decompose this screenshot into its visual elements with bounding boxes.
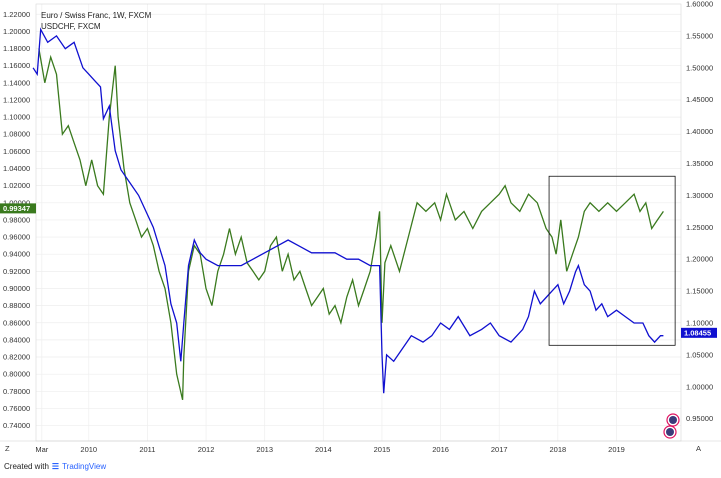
left-tick-label: 0.80000 bbox=[3, 370, 30, 379]
x-tick-label: 2014 bbox=[315, 445, 332, 454]
left-tick-label: 0.84000 bbox=[3, 335, 30, 344]
right-tick-label: 1.60000 bbox=[686, 0, 713, 9]
left-tick-label: 0.76000 bbox=[3, 404, 30, 413]
x-tick-label: 2016 bbox=[432, 445, 449, 454]
chart-subtitle: USDCHF, FXCM bbox=[41, 22, 101, 31]
left-tick-label: 1.08000 bbox=[3, 130, 30, 139]
tradingview-logo-icon: ☰ bbox=[51, 462, 60, 471]
vertical-gridlines bbox=[41, 4, 617, 441]
last-value-badge-left: 0.99347 bbox=[0, 203, 36, 214]
chart-control-icon-1[interactable] bbox=[666, 413, 680, 427]
left-tick-label: 0.82000 bbox=[3, 353, 30, 362]
plot-frame bbox=[35, 3, 682, 442]
zoom-corner-button[interactable]: Z bbox=[5, 444, 10, 453]
right-tick-label: 1.55000 bbox=[686, 31, 713, 40]
left-price-scale[interactable]: 1.22000 1.20000 1.18000 1.16000 1.14000 1.120… bbox=[3, 10, 30, 430]
right-tick-label: 1.05000 bbox=[686, 350, 713, 359]
right-tick-label: 1.25000 bbox=[686, 223, 713, 232]
left-tick-label: 1.20000 bbox=[3, 27, 30, 36]
right-tick-label: 1.40000 bbox=[686, 127, 713, 136]
right-tick-label: 1.00000 bbox=[686, 382, 713, 391]
left-tick-label: 1.06000 bbox=[3, 147, 30, 156]
chart-control-icon-2[interactable] bbox=[663, 425, 677, 439]
x-tick-label: 2015 bbox=[374, 445, 391, 454]
right-tick-label: 0.95000 bbox=[686, 414, 713, 423]
x-tick-label: 2019 bbox=[608, 445, 625, 454]
left-tick-label: 1.14000 bbox=[3, 78, 30, 87]
left-tick-label: 0.74000 bbox=[3, 421, 30, 430]
annotation-rectangle[interactable] bbox=[548, 175, 676, 346]
left-tick-label: 0.88000 bbox=[3, 301, 30, 310]
series-line-usdchf[interactable] bbox=[32, 27, 664, 394]
left-tick-label: 0.92000 bbox=[3, 267, 30, 276]
footer-credit: Created with ☰ TradingView bbox=[4, 462, 106, 471]
left-tick-label: 1.04000 bbox=[3, 164, 30, 173]
left-tick-label: 0.94000 bbox=[3, 250, 30, 259]
left-tick-label: 0.96000 bbox=[3, 233, 30, 242]
x-tick-label: 2012 bbox=[198, 445, 215, 454]
created-with-label: Created with bbox=[4, 462, 49, 471]
left-tick-label: 0.78000 bbox=[3, 387, 30, 396]
right-tick-label: 1.35000 bbox=[686, 159, 713, 168]
x-tick-label: 2011 bbox=[139, 445, 155, 454]
x-tick-label: Mar bbox=[35, 445, 48, 454]
x-tick-label: 2013 bbox=[256, 445, 273, 454]
x-tick-label: 2010 bbox=[80, 445, 97, 454]
right-tick-label: 1.30000 bbox=[686, 191, 713, 200]
right-tick-label: 1.20000 bbox=[686, 255, 713, 264]
x-tick-label: 2018 bbox=[550, 445, 567, 454]
time-scale[interactable]: Mar 2010 2011 2012 2013 2014 2015 2016 2017 2018 2… bbox=[35, 445, 624, 454]
tradingview-brand-link[interactable]: TradingView bbox=[62, 462, 107, 471]
series-line-eurchf[interactable] bbox=[38, 48, 664, 401]
left-tick-label: 0.98000 bbox=[3, 215, 30, 224]
left-tick-label: 1.22000 bbox=[3, 10, 30, 19]
left-tick-label: 0.86000 bbox=[3, 318, 30, 327]
left-tick-label: 0.90000 bbox=[3, 284, 30, 293]
last-value-right: 1.08455 bbox=[684, 329, 711, 338]
right-tick-label: 1.45000 bbox=[686, 95, 713, 104]
chart-title: Euro / Swiss Franc, 1W, FXCM bbox=[41, 11, 152, 20]
last-value-left: 0.99347 bbox=[3, 204, 30, 213]
right-tick-label: 1.50000 bbox=[686, 63, 713, 72]
auto-scale-button[interactable]: A bbox=[696, 444, 701, 453]
right-price-scale[interactable]: 1.60000 1.55000 1.50000 1.45000 1.40000 1.350… bbox=[686, 0, 713, 423]
x-tick-label: 2017 bbox=[491, 445, 508, 454]
right-tick-label: 1.15000 bbox=[686, 287, 713, 296]
left-tick-label: 1.12000 bbox=[3, 95, 30, 104]
left-tick-label: 1.00000 bbox=[3, 198, 30, 207]
left-tick-label: 1.16000 bbox=[3, 61, 30, 70]
last-value-badge-right: 1.08455 bbox=[681, 327, 717, 338]
left-tick-label: 1.10000 bbox=[3, 113, 30, 122]
horizontal-gridlines bbox=[36, 13, 681, 426]
left-tick-label: 1.02000 bbox=[3, 181, 30, 190]
right-tick-label: 1.10000 bbox=[686, 318, 713, 327]
left-tick-label: 1.18000 bbox=[3, 44, 30, 53]
